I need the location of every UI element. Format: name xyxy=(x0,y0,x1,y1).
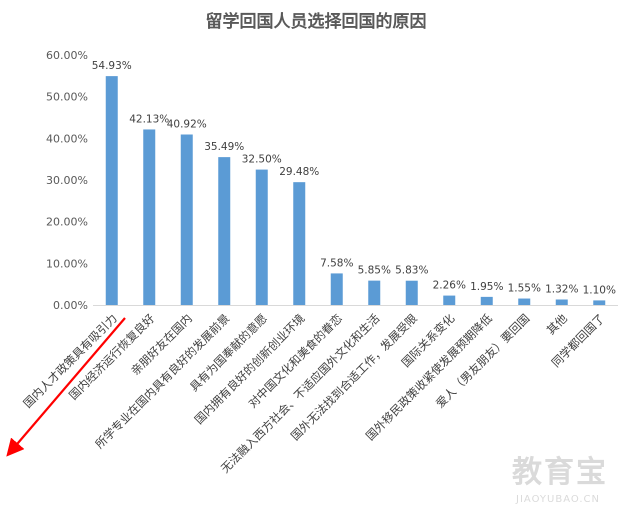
bar xyxy=(593,300,606,305)
chart-title: 留学回国人员选择回国的原因 xyxy=(206,11,427,32)
data-label: 35.49% xyxy=(204,141,244,153)
data-label: 1.32% xyxy=(545,284,578,296)
bar xyxy=(218,157,231,305)
bar xyxy=(480,296,493,305)
data-label: 1.95% xyxy=(470,281,503,293)
bar xyxy=(405,280,418,305)
bar xyxy=(443,295,456,305)
y-tick-label: 10.00% xyxy=(46,257,88,270)
category-label: 其他 xyxy=(544,311,571,338)
data-label: 42.13% xyxy=(129,113,169,125)
bar xyxy=(555,299,568,305)
y-tick-label: 20.00% xyxy=(46,216,88,229)
data-label: 1.10% xyxy=(583,284,616,296)
bar xyxy=(105,76,118,305)
bar xyxy=(293,182,306,305)
y-tick-label: 60.00% xyxy=(46,49,88,62)
data-label: 54.93% xyxy=(92,60,132,72)
y-tick-label: 30.00% xyxy=(46,174,88,187)
bar xyxy=(180,134,193,305)
bar xyxy=(330,273,343,305)
data-label: 1.55% xyxy=(508,283,541,295)
data-label: 29.48% xyxy=(279,166,319,178)
bar xyxy=(368,280,381,305)
red-arrow-annotation xyxy=(6,317,126,457)
data-label: 5.83% xyxy=(395,265,428,277)
watermark-sub: JIAOYUBAO.CN xyxy=(515,494,600,505)
bar xyxy=(143,129,156,305)
data-label: 40.92% xyxy=(167,119,207,131)
data-label: 2.26% xyxy=(433,280,466,292)
watermark-main: 教育宝 xyxy=(512,455,608,490)
bar xyxy=(518,298,531,305)
red-arrow xyxy=(6,317,126,457)
y-tick-label: 40.00% xyxy=(46,132,88,145)
bar xyxy=(255,169,268,305)
watermark: 教育宝 JIAOYUBAO.CN xyxy=(512,455,608,505)
bars-group xyxy=(105,76,606,305)
data-label: 32.50% xyxy=(242,154,282,166)
data-labels-group: 54.93% 42.13%40.92% 35.49%32.50%29.48% 7.58… xyxy=(92,60,616,296)
y-axis: 0.00% 10.00% 20.00% 30.00% 40.00% 50.00% 60.00… xyxy=(46,49,88,312)
data-label: 5.85% xyxy=(358,265,391,277)
data-label: 7.58% xyxy=(320,257,353,269)
y-tick-label: 0.00% xyxy=(53,299,88,312)
y-tick-label: 50.00% xyxy=(46,91,88,104)
